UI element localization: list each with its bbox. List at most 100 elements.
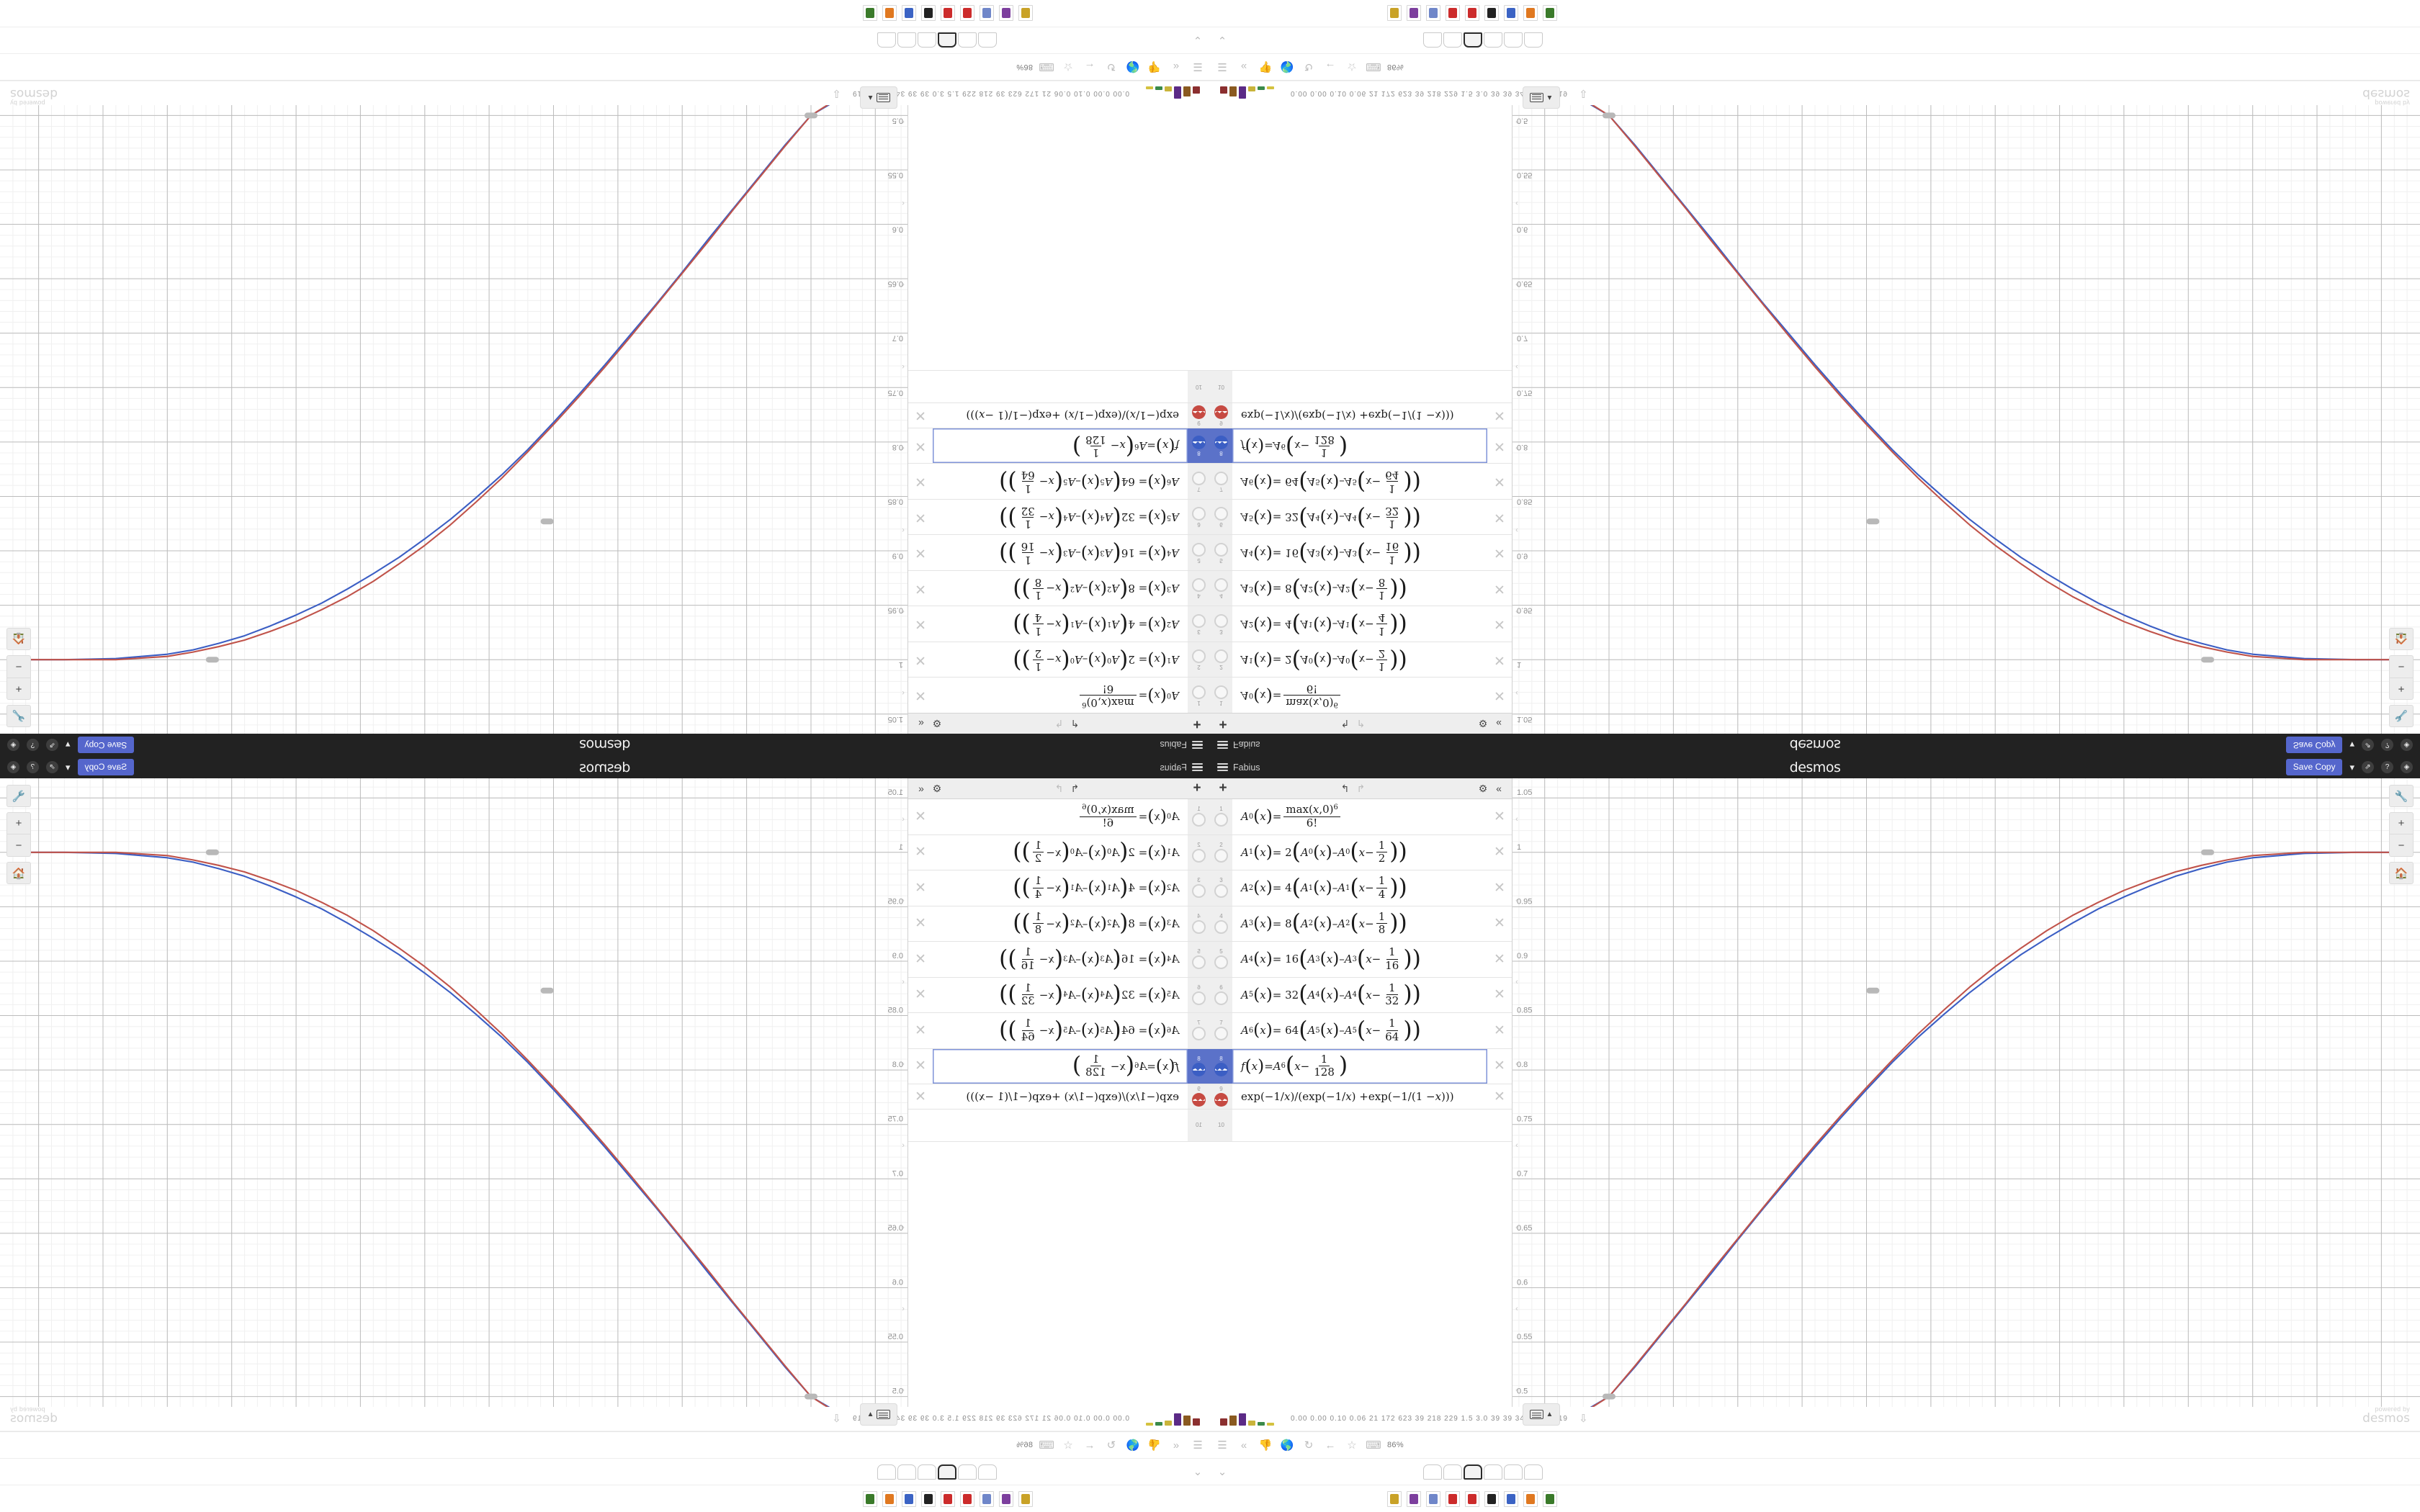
expression-index-and-color-toggle[interactable]: 9 (1188, 402, 1210, 428)
delete-expression-icon[interactable]: ✕ (1494, 616, 1505, 632)
expression-index-and-color-toggle[interactable]: 5 (1210, 942, 1232, 977)
chevron-down-icon[interactable]: ⌄ (1217, 1465, 1227, 1478)
help-icon[interactable]: ? (27, 739, 39, 751)
browser-tab[interactable] (978, 32, 997, 48)
expression-index-and-color-toggle[interactable]: 9 (1210, 402, 1232, 428)
delete-expression-icon[interactable]: ✕ (1494, 809, 1505, 824)
floppy-icon[interactable] (1504, 1490, 1518, 1507)
expression-formula[interactable]: A 4(x) = 16(A 3(x) – A 3(x − 1 16)) (999, 540, 1179, 567)
expression-index-and-color-toggle[interactable]: 5 (1210, 535, 1232, 570)
delete-expression-icon[interactable]: ✕ (915, 987, 926, 1003)
quadrant-bottom-left-mirrored[interactable]: Fabius desmos Save Copy ▾ ⇗ ? ◈ + ↰ ↱ ⚙ (0, 756, 1210, 1512)
floppy-icon[interactable] (1504, 5, 1518, 22)
bookmark-icon-row[interactable] (1214, 5, 1557, 22)
graph-title[interactable]: Fabius (1160, 739, 1187, 750)
expression-formula[interactable]: A 6(x) = 64(A 5(x) – A 5(x − 1 64)) (999, 469, 1179, 495)
expression-index-and-color-toggle[interactable]: 3 (1210, 606, 1232, 642)
language-globe-icon[interactable]: ◈ (7, 761, 19, 773)
terminal-icon[interactable] (1543, 5, 1557, 22)
hamburger-icon[interactable] (1217, 740, 1228, 750)
target-icon[interactable] (941, 5, 955, 22)
translate-icon[interactable]: ⌨ (1366, 60, 1381, 73)
share-icon[interactable]: ⇗ (46, 761, 58, 773)
browser-tab[interactable] (1484, 32, 1502, 48)
expression-formula[interactable]: f (x) = A 6(x − 1 128) (1232, 428, 1487, 464)
delete-expression-icon[interactable]: ✕ (1494, 474, 1505, 490)
expression-row[interactable]: 4 A 3(x) = 8(A 2(x) – A 2(x − 1 8)) ✕ (908, 570, 1210, 606)
delete-expression-icon[interactable]: ✕ (1494, 880, 1505, 896)
translate-icon[interactable]: ⌨ (1039, 1439, 1054, 1452)
collapse-panel-button[interactable]: « (918, 718, 924, 729)
help-icon[interactable]: ? (2381, 739, 2393, 751)
plot-hidden-circle-icon[interactable] (1192, 955, 1206, 970)
expression-row[interactable]: 10 (908, 1110, 1210, 1143)
expression-formula[interactable] (933, 371, 1188, 402)
plot-curve-series-1[interactable] (1531, 81, 2408, 661)
share-icon[interactable]: ⇗ (2362, 739, 2374, 751)
expression-row[interactable]: 10 (908, 369, 1210, 402)
expression-index-and-color-toggle[interactable]: 4 (1188, 570, 1210, 606)
browser-tab[interactable] (1423, 1464, 1442, 1480)
expression-index-and-color-toggle[interactable]: 7 (1210, 464, 1232, 499)
expression-row[interactable]: 2 A 1(x) = 2(A 0(x) – A 0(x − 1 2)) ✕ (908, 834, 1210, 871)
chevron-down-icon[interactable]: ⌄ (1217, 34, 1227, 47)
notepad-icon[interactable] (1426, 5, 1440, 22)
graph-title[interactable]: Fabius (1160, 762, 1187, 773)
browser-tab[interactable] (1524, 1464, 1543, 1480)
expression-formula[interactable]: A 5(x) = 32(A 4(x) – A 4(x − 1 32)) (999, 981, 1179, 1008)
plot-curve-series-1[interactable] (12, 851, 889, 1431)
expression-index-and-color-toggle[interactable]: 8 (1188, 428, 1210, 464)
chevron-double-down-icon[interactable]: ⇩ (831, 87, 841, 99)
globe-icon[interactable]: 🌎 (1280, 1439, 1294, 1452)
delete-expression-icon[interactable]: ✕ (1494, 951, 1505, 967)
bookmark-icon-row[interactable] (1214, 1490, 1557, 1507)
notepad-icon[interactable] (980, 5, 994, 22)
firefox-icon[interactable] (882, 1490, 897, 1507)
zoom-in-button[interactable]: + (2389, 678, 2414, 700)
expression-formula[interactable]: f (x) = A 6(x − 1 128) (933, 428, 1188, 464)
browser-tab[interactable] (1504, 32, 1523, 48)
expression-formula[interactable]: A 3(x) = 8(A 2(x) – A 2(x − 1 8)) (1241, 909, 1407, 937)
delete-expression-icon[interactable]: ✕ (1494, 652, 1505, 667)
zoom-level-badge[interactable]: 86% (1387, 1441, 1404, 1449)
plot-hidden-circle-icon[interactable] (1214, 471, 1228, 485)
expression-row[interactable]: 2 A 1(x) = 2(A 0(x) – A 0(x − 1 2)) ✕ (1210, 834, 1512, 871)
browser-tab[interactable] (1484, 1464, 1502, 1480)
hamburger-icon[interactable]: ☰ (1217, 1439, 1227, 1452)
browser-tab[interactable] (877, 32, 896, 48)
owl-icon[interactable] (1407, 5, 1421, 22)
delete-expression-icon[interactable]: ✕ (1494, 845, 1505, 860)
expression-index-and-color-toggle[interactable]: 10 (1210, 370, 1232, 402)
expression-index-and-color-toggle[interactable]: 8 (1210, 1048, 1232, 1084)
chevron-down-icon[interactable]: ⌄ (1193, 1465, 1203, 1478)
expression-row[interactable]: 8 f (x) = A 6(x − 1 128) ✕ (1210, 427, 1512, 464)
chevron-down-icon[interactable]: ▾ (2349, 761, 2354, 773)
expression-formula[interactable]: f (x) = A 6(x − 1 128) (933, 1049, 1188, 1084)
expression-index-and-color-toggle[interactable]: 3 (1188, 606, 1210, 642)
expression-formula[interactable]: A 5(x) = 32(A 4(x) – A 4(x − 1 32)) (1241, 504, 1421, 531)
plot-hidden-circle-icon[interactable] (1192, 542, 1206, 557)
expression-row[interactable]: 5 A 4(x) = 16(A 3(x) – A 3(x − 1 16)) ✕ (1210, 942, 1512, 978)
owl-icon[interactable] (1407, 1490, 1421, 1507)
gear-red-icon[interactable] (960, 1490, 974, 1507)
browser-tab[interactable] (938, 1464, 956, 1480)
undo-button[interactable]: ↰ (1070, 782, 1080, 794)
expression-formula[interactable]: exp (−1/x)/( exp (−1/x) + exp (−1/(1 − x… (1241, 1090, 1454, 1104)
expression-index-and-color-toggle[interactable]: 10 (1188, 1110, 1210, 1142)
expression-list[interactable]: 1 A 0(x) = max(x,0)6 6! ✕ 2 A 1(x) = 2(A 0(x) – A 0… (908, 799, 1210, 1431)
chevron-double-left-icon[interactable]: « (1240, 1439, 1247, 1452)
expression-list[interactable]: 1 A 0(x) = max(x,0)6 6! ✕ 2 A 1(x) = 2(A 0(x) – A 0… (908, 81, 1210, 713)
zoom-out-button[interactable]: − (6, 655, 31, 678)
delete-expression-icon[interactable]: ✕ (915, 1022, 926, 1038)
browser-tab[interactable] (1504, 1464, 1523, 1480)
expression-row[interactable]: 1 A 0(x) = max(x,0)6 6! ✕ (1210, 799, 1512, 835)
plot-hidden-circle-icon[interactable] (1192, 848, 1206, 863)
save-copy-button[interactable]: Save Copy (77, 737, 135, 753)
expression-index-and-color-toggle[interactable]: 7 (1188, 1013, 1210, 1048)
reload-icon[interactable]: ↻ (1106, 1439, 1116, 1452)
hamburger-icon[interactable] (1192, 762, 1203, 772)
zoom-in-button[interactable]: + (6, 678, 31, 700)
delete-expression-icon[interactable]: ✕ (915, 1089, 926, 1104)
expression-formula[interactable]: A 0(x) = max(x,0)6 6! (933, 678, 1188, 713)
redo-button[interactable]: ↱ (1356, 718, 1366, 730)
